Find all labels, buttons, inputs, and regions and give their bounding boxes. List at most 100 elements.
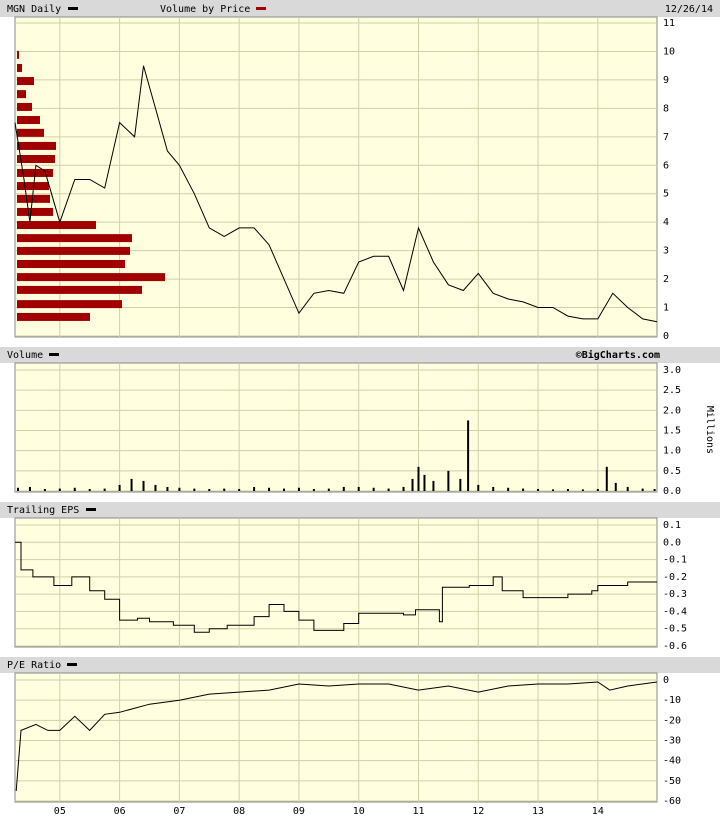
volume-bar [28,486,31,491]
legend-label: Volume by Price [160,4,250,15]
volume-bar [596,488,599,491]
y-tick-label: -0.5 [663,624,687,635]
x-tick-label: 05 [54,806,66,817]
volume-by-price-bar [17,221,96,230]
header-bar [0,347,720,363]
volume-by-price-bar [17,77,34,86]
volume-by-price-bar [17,63,22,72]
volume-bar [432,480,435,491]
y-tick-label: 8 [663,103,669,114]
y-tick-label: 4 [663,217,669,228]
y-tick-label: 0.5 [663,466,681,477]
y-tick-label: 5 [663,189,669,200]
y-tick-label: 1.0 [663,446,681,457]
legend-swatch [49,353,59,356]
volume-bar [238,488,241,491]
volume-bar [417,466,420,491]
y-tick-label: 9 [663,75,669,86]
volume-bar [372,487,375,491]
plot-area [14,672,658,803]
price-line [15,681,658,791]
plot-area [14,362,658,493]
y-tick-label: 1.5 [663,426,681,437]
legend-swatch [256,7,266,10]
y-tick-label: -60 [663,796,681,807]
eps-step-line [15,541,657,633]
volume-bar [492,486,495,491]
volume-bar [342,486,345,491]
plot-area [14,517,658,648]
x-tick-label: 06 [114,806,126,817]
y-tick-label: -40 [663,756,681,767]
legend-swatch [67,663,77,666]
volume-by-price-bar [17,260,125,269]
volume-bar [103,488,106,491]
volume-bar [522,488,525,491]
volume-bar [154,484,157,491]
legend-swatch [68,7,78,10]
header-bar [0,0,720,17]
y-tick-label: -0.2 [663,572,687,583]
plot-area [14,16,658,338]
volume-by-price-bar [17,246,130,255]
x-tick-label: 10 [353,806,365,817]
volume-bar [253,486,256,491]
x-tick-label: 14 [592,806,604,817]
legend-swatch [86,508,96,511]
volume-bar [357,486,360,491]
volume-bar [402,486,405,491]
y-tick-label: -0.6 [663,641,687,652]
y-tick-label: 0 [663,675,669,686]
x-tick-label: 13 [532,806,544,817]
volume-by-price-bar [17,116,40,125]
volume-bar [327,488,330,491]
volume-bar [223,488,226,491]
volume-bar [118,484,121,491]
y-tick-label: 2.5 [663,385,681,396]
x-tick-label: 09 [293,806,305,817]
volume-bar [268,487,271,491]
y-tick-label: 7 [663,132,669,143]
volume-bar [614,482,617,491]
y-tick-label: -50 [663,776,681,787]
y-tick-label: -20 [663,715,681,726]
volume-bar [411,478,414,491]
volume-by-price-bar [17,128,44,137]
volume-bar [88,488,91,491]
header-bar [0,502,720,518]
volume-by-price-bar [17,194,50,203]
y-tick-label: 0.1 [663,520,681,531]
volume-bar [16,487,19,491]
volume-bar [581,489,584,491]
volume-bar [73,487,76,491]
y-tick-label: -0.4 [663,606,687,617]
y-tick-label: -30 [663,736,681,747]
volume-bar [312,488,315,491]
volume-bar [282,488,285,491]
volume-bar [166,486,169,491]
volume-bar [387,488,390,491]
y-tick-label: 3.0 [663,365,681,376]
panel-title: Trailing EPS [7,505,79,516]
y-tick-label: 3 [663,246,669,257]
y-tick-label: 11 [663,18,675,29]
volume-bar [447,470,450,491]
volume-bar [507,487,510,491]
panel-title: Volume [7,350,43,361]
volume-by-price-bar [17,182,49,191]
y-tick-label: -0.3 [663,589,687,600]
x-tick-label: 08 [233,806,245,817]
volume-bar [423,474,426,491]
volume-by-price-bar [17,273,165,282]
volume-by-price-bar [17,234,132,243]
volume-bar [178,487,181,491]
volume-by-price-bar [17,207,53,216]
y-tick-label: 10 [663,46,675,57]
x-tick-label: 12 [472,806,484,817]
y-tick-label: -0.1 [663,555,687,566]
chart-date: 12/26/14 [665,4,713,15]
volume-by-price-bar [17,90,26,99]
y-tick-label: 2 [663,274,669,285]
y-axis-label: Millions [704,406,715,454]
y-tick-label: 0 [663,331,669,342]
